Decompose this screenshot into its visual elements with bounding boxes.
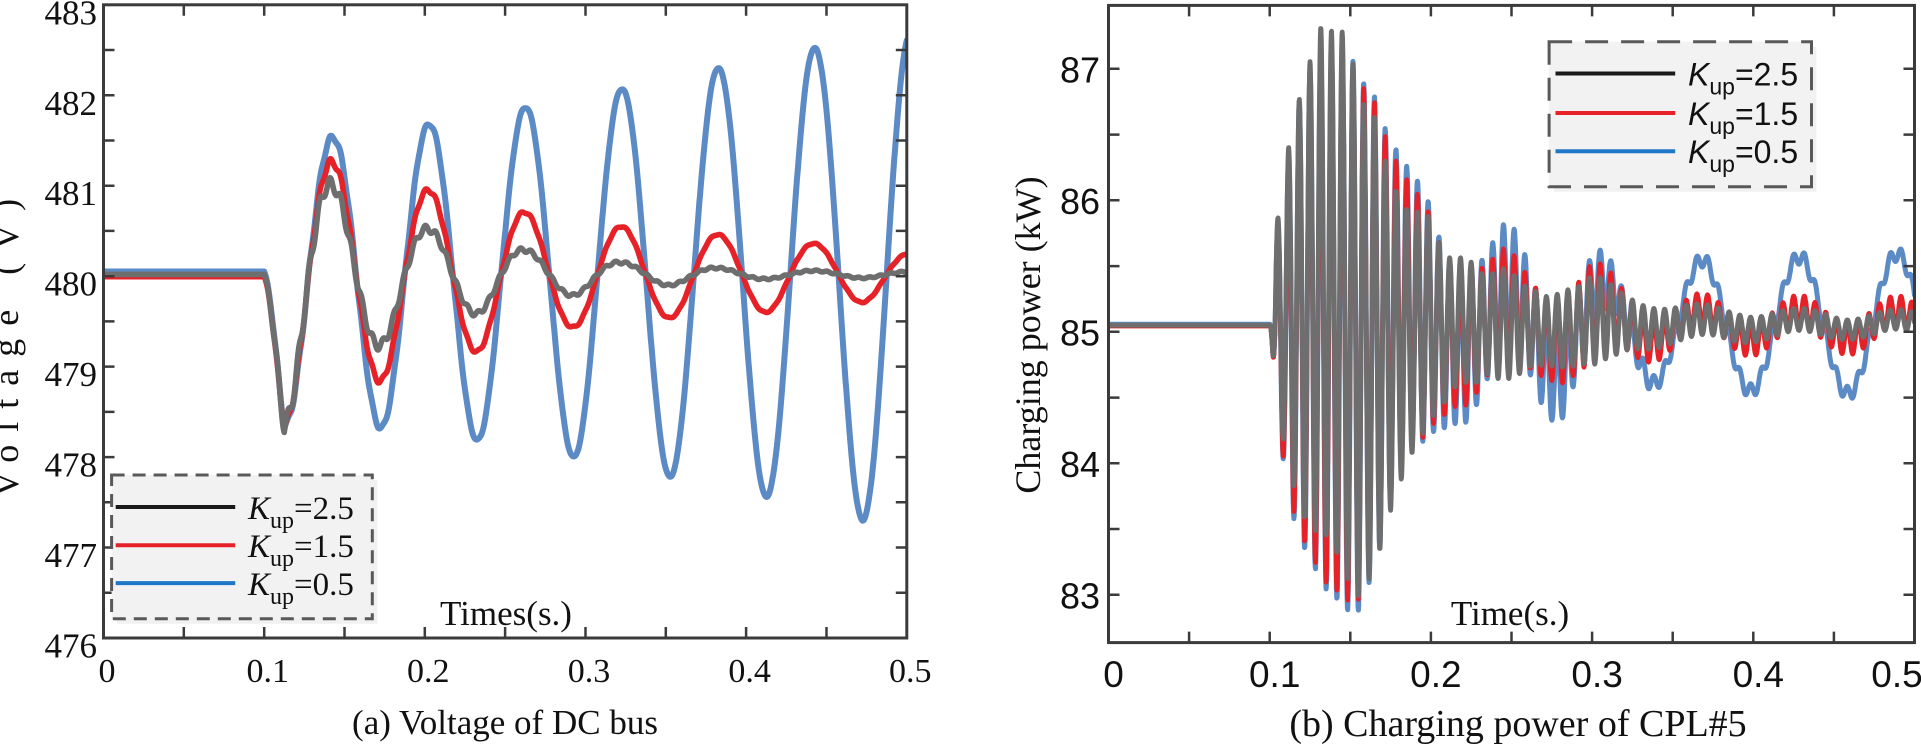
- svg-text:0.4: 0.4: [728, 653, 771, 690]
- svg-text:Times(s.): Times(s.): [440, 594, 572, 633]
- svg-text:Kup=2.5: Kup=2.5: [247, 491, 354, 534]
- svg-text:Kup=1.5: Kup=1.5: [1688, 96, 1798, 139]
- svg-text:0.5: 0.5: [889, 653, 932, 690]
- svg-text:84: 84: [1060, 444, 1100, 485]
- svg-text:481: 481: [45, 174, 98, 213]
- svg-text:86: 86: [1060, 181, 1100, 222]
- svg-text:Voltage (V): Voltage (V): [0, 186, 26, 497]
- svg-text:0: 0: [1103, 654, 1124, 695]
- svg-text:482: 482: [45, 84, 98, 123]
- svg-text:0.1: 0.1: [246, 653, 289, 690]
- svg-text:478: 478: [45, 446, 98, 485]
- svg-text:0.2: 0.2: [1410, 654, 1461, 695]
- svg-text:0.1: 0.1: [1249, 654, 1300, 695]
- svg-text:Charging power (kW): Charging power (kW): [1008, 176, 1048, 493]
- svg-text:477: 477: [45, 536, 98, 575]
- svg-text:0.4: 0.4: [1733, 654, 1784, 695]
- svg-text:Kup=2.5: Kup=2.5: [1688, 57, 1798, 100]
- svg-text:Time(s.): Time(s.): [1451, 594, 1569, 633]
- svg-text:85: 85: [1060, 312, 1100, 353]
- svg-text:(a) Voltage of DC bus: (a) Voltage of DC bus: [352, 703, 658, 742]
- svg-text:Kup=0.5: Kup=0.5: [1688, 134, 1798, 177]
- svg-text:87: 87: [1060, 49, 1100, 90]
- svg-text:483: 483: [45, 0, 98, 32]
- svg-text:Kup=1.5: Kup=1.5: [247, 529, 354, 572]
- svg-text:(b) Charging power of CPL#5: (b) Charging power of CPL#5: [1289, 703, 1746, 745]
- svg-text:0.2: 0.2: [407, 653, 450, 690]
- svg-text:479: 479: [45, 355, 98, 394]
- svg-text:480: 480: [45, 265, 98, 304]
- svg-text:83: 83: [1060, 575, 1100, 616]
- svg-text:0.3: 0.3: [1571, 654, 1622, 695]
- svg-text:0.3: 0.3: [568, 653, 611, 690]
- svg-text:0.5: 0.5: [1871, 654, 1921, 695]
- svg-text:Kup=0.5: Kup=0.5: [247, 567, 354, 610]
- svg-text:0: 0: [99, 653, 116, 690]
- svg-text:476: 476: [45, 627, 98, 666]
